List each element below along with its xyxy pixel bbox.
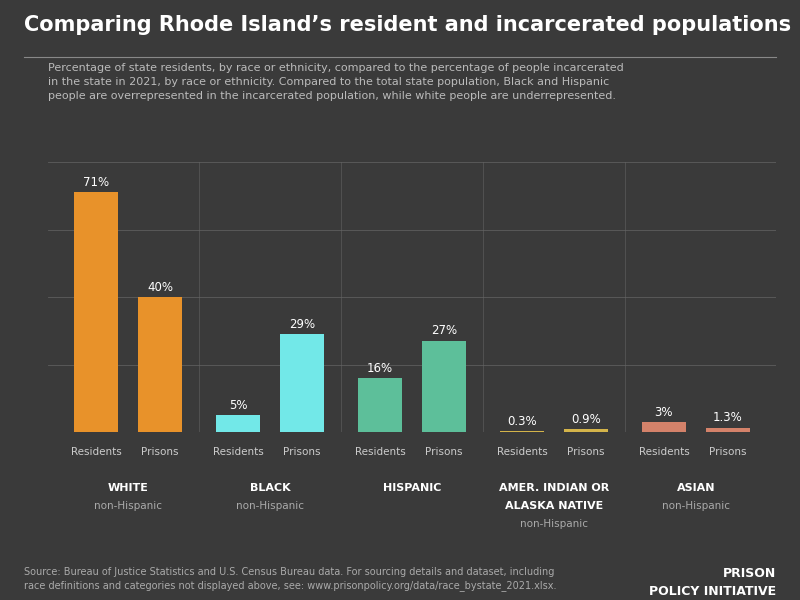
Text: 0.9%: 0.9% xyxy=(571,413,601,425)
Text: Prisons: Prisons xyxy=(283,447,321,457)
Text: PRISON
POLICY INITIATIVE: PRISON POLICY INITIATIVE xyxy=(649,567,776,598)
Text: BLACK: BLACK xyxy=(250,483,290,493)
Text: 0.3%: 0.3% xyxy=(507,415,537,428)
Bar xyxy=(280,334,324,432)
Text: non-Hispanic: non-Hispanic xyxy=(236,501,304,511)
Text: 71%: 71% xyxy=(83,176,109,189)
Text: 27%: 27% xyxy=(431,325,457,337)
Text: Prisons: Prisons xyxy=(142,447,179,457)
Text: 1.3%: 1.3% xyxy=(713,411,743,424)
Text: non-Hispanic: non-Hispanic xyxy=(662,501,730,511)
Text: Residents: Residents xyxy=(354,447,406,457)
Text: Prisons: Prisons xyxy=(426,447,462,457)
Bar xyxy=(500,431,544,432)
Text: Prisons: Prisons xyxy=(710,447,746,457)
Text: Percentage of state residents, by race or ethnicity, compared to the percentage : Percentage of state residents, by race o… xyxy=(48,63,624,101)
Text: non-Hispanic: non-Hispanic xyxy=(520,519,588,529)
Text: 5%: 5% xyxy=(229,399,247,412)
Text: Residents: Residents xyxy=(213,447,263,457)
Text: 3%: 3% xyxy=(654,406,673,419)
Text: ALASKA NATIVE: ALASKA NATIVE xyxy=(505,501,603,511)
Text: 40%: 40% xyxy=(147,281,173,293)
Text: Comparing Rhode Island’s resident and incarcerated populations: Comparing Rhode Island’s resident and in… xyxy=(24,15,791,35)
Bar xyxy=(358,378,402,432)
Text: Residents: Residents xyxy=(638,447,690,457)
Text: 16%: 16% xyxy=(367,362,393,374)
Text: WHITE: WHITE xyxy=(108,483,149,493)
Text: 29%: 29% xyxy=(289,318,315,331)
Bar xyxy=(564,429,608,432)
Bar xyxy=(74,193,118,432)
Text: HISPANIC: HISPANIC xyxy=(383,483,441,493)
Text: Source: Bureau of Justice Statistics and U.S. Census Bureau data. For sourcing d: Source: Bureau of Justice Statistics and… xyxy=(24,567,557,591)
Bar xyxy=(138,297,182,432)
Text: Residents: Residents xyxy=(70,447,122,457)
Text: ASIAN: ASIAN xyxy=(677,483,715,493)
Bar xyxy=(642,422,686,432)
Text: non-Hispanic: non-Hispanic xyxy=(94,501,162,511)
Bar xyxy=(706,428,750,432)
Text: AMER. INDIAN OR: AMER. INDIAN OR xyxy=(499,483,609,493)
Text: Prisons: Prisons xyxy=(567,447,605,457)
Bar xyxy=(216,415,260,432)
Bar xyxy=(422,341,466,432)
Text: Residents: Residents xyxy=(497,447,547,457)
